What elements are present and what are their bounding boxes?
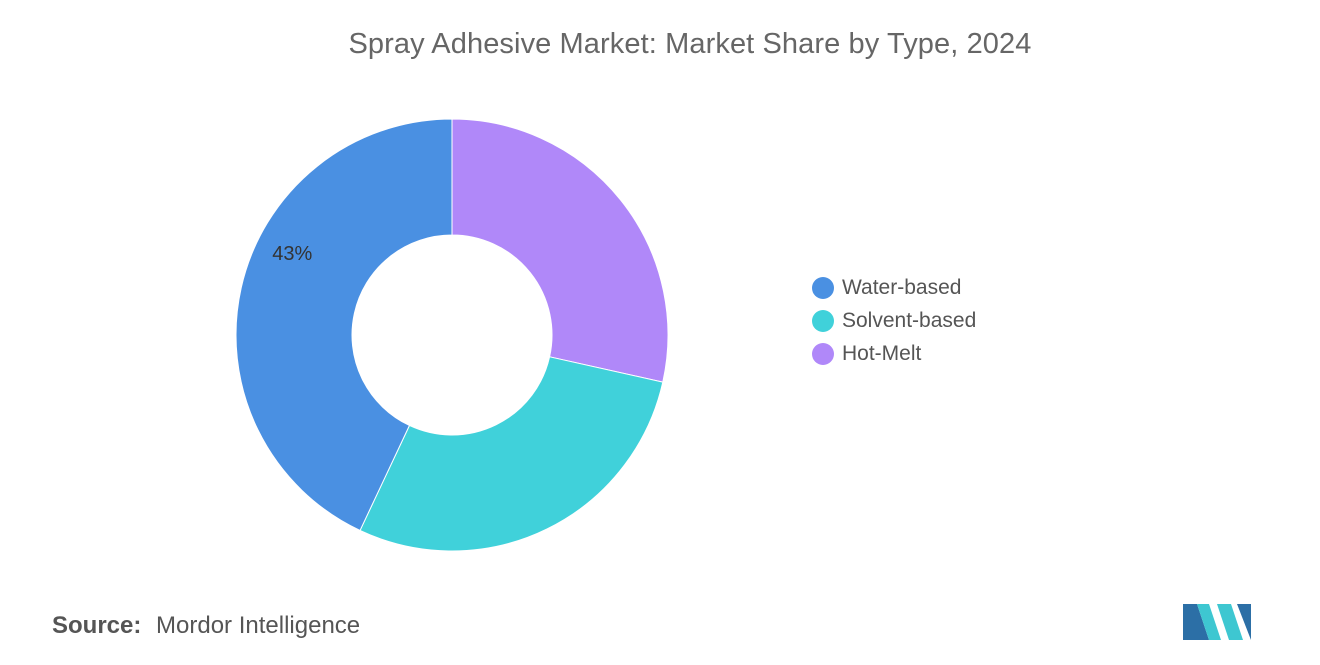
legend-item-water-based[interactable]: Water-based bbox=[812, 271, 976, 304]
legend-label-hot-melt: Hot-Melt bbox=[842, 341, 922, 365]
legend-label-solvent-based: Solvent-based bbox=[842, 308, 977, 332]
logo-shape-1 bbox=[1183, 604, 1209, 640]
donut-slice-solvent-based[interactable] bbox=[359, 356, 664, 552]
legend-item-hot-melt[interactable]: Hot-Melt bbox=[812, 337, 976, 370]
legend-swatch-hot-melt bbox=[812, 342, 834, 365]
source-label: Source: bbox=[52, 612, 142, 639]
slice-label-water-based: 43% bbox=[272, 243, 312, 265]
chart-title: Spray Adhesive Market: Market Share by T… bbox=[348, 28, 1032, 60]
mordor-intelligence-logo-icon bbox=[1183, 604, 1251, 640]
donut-slice-water-based[interactable] bbox=[235, 118, 453, 532]
chart-legend: Water-based Solvent-based Hot-Melt bbox=[812, 271, 976, 370]
legend-swatch-water-based bbox=[812, 276, 834, 299]
donut-slice-hot-melt[interactable] bbox=[451, 118, 669, 383]
legend-label-water-based: Water-based bbox=[842, 275, 962, 299]
logo-shape-4 bbox=[1237, 604, 1251, 640]
legend-swatch-solvent-based bbox=[812, 309, 834, 332]
logo-shape-2 bbox=[1197, 604, 1221, 640]
source-text: Mordor Intelligence bbox=[156, 612, 361, 639]
legend-item-solvent-based[interactable]: Solvent-based bbox=[812, 304, 976, 337]
logo-shape-3 bbox=[1217, 604, 1243, 640]
source-note: Source: Mordor Intelligence bbox=[52, 612, 360, 640]
